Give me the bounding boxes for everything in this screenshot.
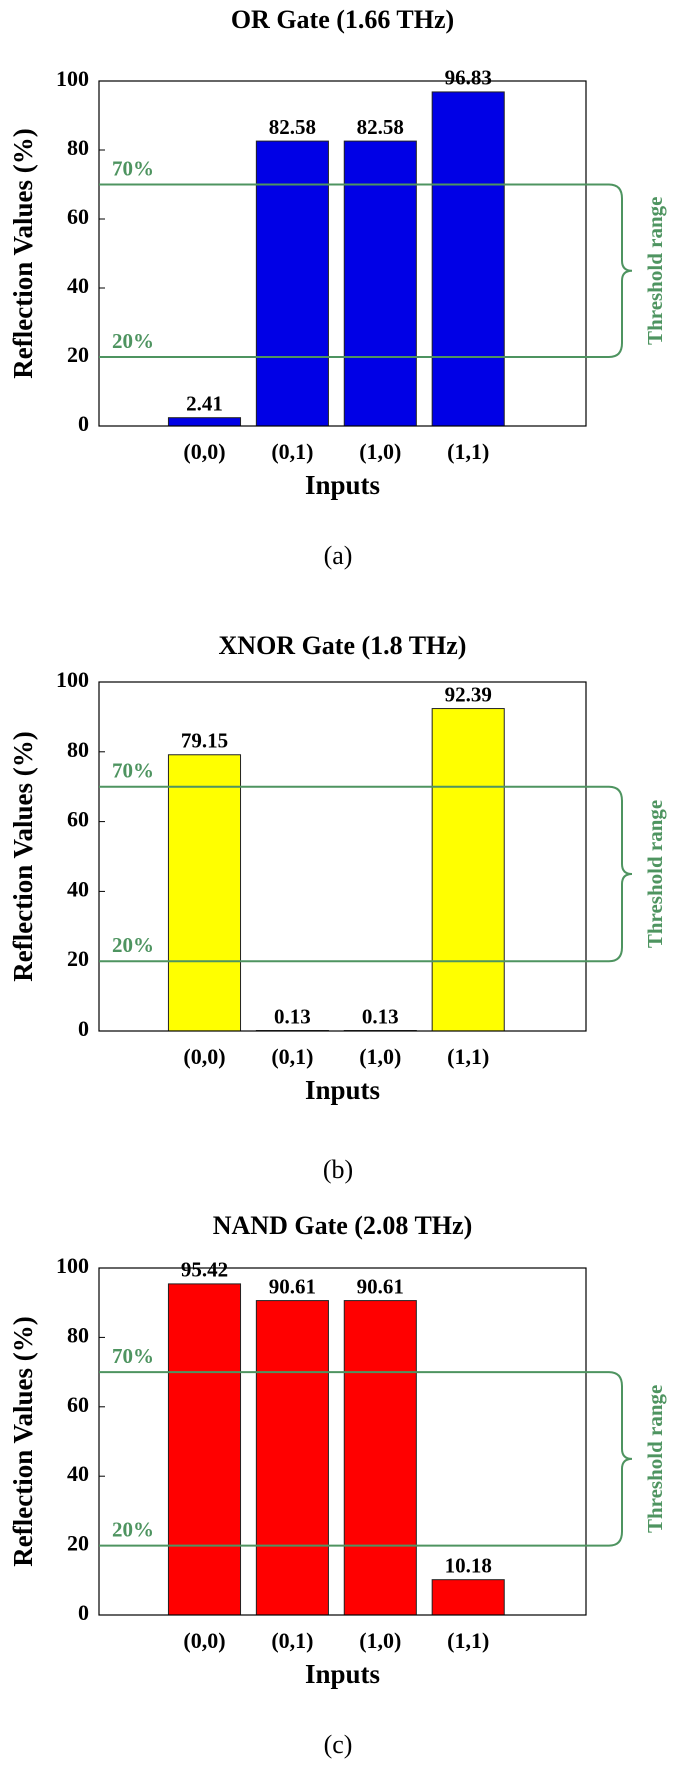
chart: NAND Gate (2.08 THz) 0 20 40 60 80 100 95.42 (0,… [8,1211,667,1759]
y-tick-label: 20 [67,946,89,971]
chart-title: NAND Gate (2.08 THz) [213,1211,472,1240]
bar [167,754,242,1032]
chart: OR Gate (1.66 THz) 0 20 40 60 80 100 2.41 (0,0) 8… [8,5,667,570]
axes-box [98,1267,587,1616]
x-tick-label: (0,1) [271,439,313,464]
value-label: 92.39 [445,682,492,706]
threshold-label: 70% [112,1344,154,1368]
x-axis-label: Inputs [305,470,380,500]
bar [431,1579,505,1616]
value-label: 0.13 [362,1004,399,1028]
value-label: 0.13 [274,1004,311,1028]
value-label: 10.18 [445,1553,492,1577]
bar [343,140,417,427]
y-tick-label: 60 [67,1392,89,1417]
value-label: 79.15 [181,729,228,753]
x-tick-label: (0,0) [183,1044,225,1069]
y-axis-label: Reflection Values (%) [8,731,38,981]
y-tick-label: 80 [67,135,89,160]
threshold-label: 20% [112,933,154,957]
y-tick-label: 40 [67,273,89,298]
y-tick-label: 100 [56,1253,89,1278]
value-label: 2.41 [186,391,223,415]
y-tick-label: 0 [78,411,89,436]
x-tick-label: (1,1) [447,1628,489,1653]
bar [431,708,505,1032]
x-tick-label: (1,1) [447,1044,489,1069]
threshold-label: 70% [112,156,154,180]
value-label: 96.83 [445,66,492,90]
x-axis-label: Inputs [305,1659,380,1689]
x-tick-label: (0,1) [271,1044,313,1069]
threshold-range-label: Threshold range [643,800,667,948]
y-tick-label: 0 [78,1016,89,1041]
y-axis-label: Reflection Values (%) [8,1316,38,1566]
bar [343,1300,417,1616]
y-tick-label: 20 [67,1531,89,1556]
x-tick-label: (1,0) [359,1628,401,1653]
x-tick-label: (0,0) [183,439,225,464]
chart-title: OR Gate (1.66 THz) [231,5,454,34]
threshold-range-label: Threshold range [643,197,667,345]
bar [431,91,505,427]
bracket [608,1371,633,1547]
threshold-label: 20% [112,1517,154,1541]
y-tick-label: 20 [67,342,89,367]
y-tick-label: 60 [67,807,89,832]
bracket [608,183,633,358]
bar [255,1300,329,1616]
value-label: 82.58 [269,115,316,139]
y-tick-label: 100 [56,667,89,692]
x-tick-label: (1,1) [447,439,489,464]
x-tick-label: (0,0) [183,1628,225,1653]
value-label: 90.61 [357,1274,404,1298]
x-tick-label: (0,1) [271,1628,313,1653]
y-tick-label: 80 [67,737,89,762]
bar [167,417,242,427]
y-tick-label: 40 [67,876,89,901]
y-tick-label: 80 [67,1322,89,1347]
chart: XNOR Gate (1.8 THz) 0 20 40 60 80 100 79.15 (0,0… [8,631,667,1184]
y-axis-label: Reflection Values (%) [8,128,38,378]
caption: (c) [324,1730,353,1759]
y-tick-label: 100 [56,66,89,91]
bracket [608,785,633,963]
threshold-range-label: Threshold range [643,1385,667,1533]
bar [167,1283,242,1616]
threshold-label: 20% [112,329,154,353]
y-tick-label: 40 [67,1461,89,1486]
chart-title: XNOR Gate (1.8 THz) [219,631,467,660]
x-tick-label: (1,0) [359,439,401,464]
value-label: 95.42 [181,1258,228,1282]
value-label: 90.61 [269,1274,316,1298]
y-tick-label: 0 [78,1600,89,1625]
axes-box [98,80,587,427]
x-axis-label: Inputs [305,1075,380,1105]
axes-box [98,681,587,1032]
caption: (a) [324,541,353,570]
x-tick-label: (1,0) [359,1044,401,1069]
y-tick-label: 60 [67,204,89,229]
value-label: 82.58 [357,115,404,139]
threshold-label: 70% [112,759,154,783]
caption: (b) [323,1155,353,1184]
